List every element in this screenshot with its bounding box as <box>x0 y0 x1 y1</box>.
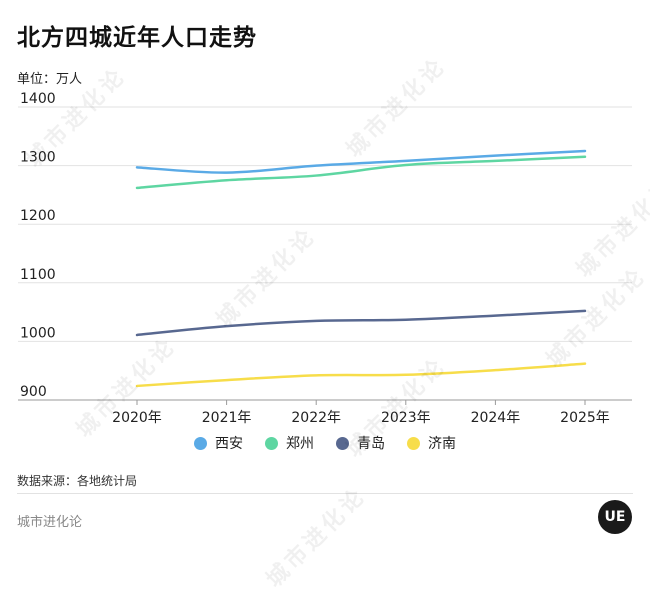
legend-swatch <box>265 436 278 450</box>
y-tick-label: 1400 <box>20 91 56 107</box>
y-tick-label: 1100 <box>20 267 56 283</box>
y-tick-label: 900 <box>20 384 47 400</box>
legend-item-xian: 西安 <box>194 433 243 453</box>
legend-label: 郑州 <box>286 436 314 452</box>
legend-swatch <box>336 436 349 450</box>
legend-swatch <box>194 436 207 450</box>
y-tick-label: 1200 <box>20 208 56 224</box>
legend-label: 济南 <box>428 436 456 452</box>
series-line-qingdao <box>135 309 587 337</box>
series-line-zhengzhou <box>135 155 587 190</box>
legend-item-zhengzhou: 郑州 <box>265 433 314 453</box>
brand-logo: UE <box>598 500 632 534</box>
series-line-jinan <box>135 362 587 388</box>
legend-item-qingdao: 青岛 <box>336 433 385 453</box>
legend-label: 青岛 <box>357 436 385 452</box>
unit-label: 单位：万人 <box>17 72 83 87</box>
x-tick-label: 2025年 <box>560 410 610 426</box>
x-tick-label: 2020年 <box>112 410 162 426</box>
legend-item-jinan: 济南 <box>407 433 456 453</box>
x-tick-label: 2021年 <box>202 410 252 426</box>
x-tick-label: 2023年 <box>381 410 431 426</box>
x-tick-label: 2022年 <box>291 410 341 426</box>
line-chart: 900 1000 1100 1200 1300 1400 2020年 2021年 2022年 20… <box>18 91 632 426</box>
series-line-xian <box>135 149 587 174</box>
divider <box>17 493 633 494</box>
source-note: 数据来源：各地统计局 <box>17 474 138 488</box>
x-tick-label: 2024年 <box>471 410 521 426</box>
chart-title: 北方四城近年人口走势 <box>17 25 257 51</box>
y-tick-label: 1000 <box>20 325 56 341</box>
watermark: 城市进化论 <box>261 482 372 593</box>
legend-swatch <box>407 436 420 450</box>
y-tick-label: 1300 <box>20 150 56 166</box>
brand-name: 城市进化论 <box>17 515 83 530</box>
legend: 西安 郑州 青岛 济南 <box>0 433 650 453</box>
legend-label: 西安 <box>215 436 243 452</box>
